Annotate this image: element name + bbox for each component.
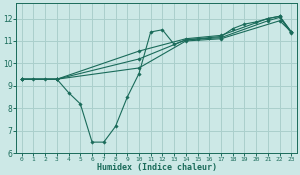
X-axis label: Humidex (Indice chaleur): Humidex (Indice chaleur)	[97, 163, 217, 172]
